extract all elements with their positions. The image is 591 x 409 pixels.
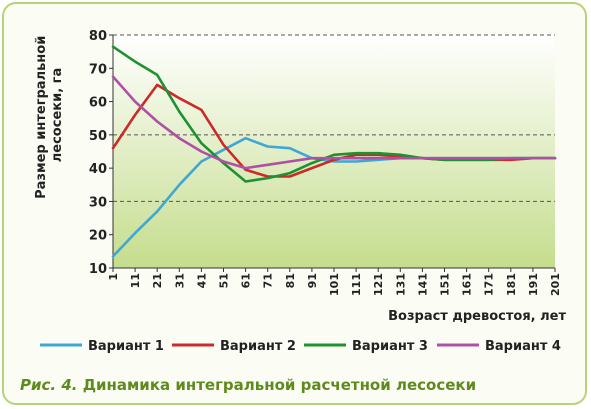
caption-prefix: Рис. 4. xyxy=(20,376,78,394)
x-tick-label: 131 xyxy=(394,273,407,296)
x-tick-label: 161 xyxy=(461,273,474,296)
x-tick-label: 81 xyxy=(284,273,297,288)
x-axis-label: Возраст древостоя, лет xyxy=(388,309,566,324)
x-tick-label: 51 xyxy=(218,273,231,288)
x-tick-label: 151 xyxy=(439,273,452,296)
y-tick-label: 20 xyxy=(89,229,107,244)
x-tick-label: 201 xyxy=(549,273,562,296)
legend-label-variant-1: Вариант 1 xyxy=(88,339,164,354)
x-tick-label: 31 xyxy=(173,273,186,288)
x-tick-label: 141 xyxy=(416,273,429,296)
legend-label-variant-3: Вариант 3 xyxy=(352,339,428,354)
x-tick-label: 61 xyxy=(240,273,253,288)
legend-label-variant-2: Вариант 2 xyxy=(220,339,296,354)
caption-text: Динамика интегральной расчетной лесосеки xyxy=(82,376,477,394)
x-tick-label: 101 xyxy=(328,273,341,296)
x-tick-label: 191 xyxy=(527,273,540,296)
y-tick-label: 40 xyxy=(89,162,107,177)
x-tick-label: 41 xyxy=(195,273,208,288)
y-tick-label: 60 xyxy=(89,96,107,111)
y-tick-label: 50 xyxy=(89,129,107,144)
x-tick-label: 11 xyxy=(129,273,142,288)
y-tick-label: 70 xyxy=(89,62,107,77)
y-tick-label: 80 xyxy=(89,29,107,44)
x-tick-label: 1 xyxy=(107,273,120,281)
x-tick-label: 21 xyxy=(151,273,164,288)
x-tick-label: 171 xyxy=(483,273,496,296)
y-tick-label: 10 xyxy=(89,262,107,277)
y-axis-label-line-2: лесосеки, га xyxy=(50,68,65,162)
series-line-variant-3 xyxy=(111,45,557,183)
series-line-variant-4 xyxy=(111,75,557,170)
legend-label-variant-4: Вариант 4 xyxy=(485,339,561,354)
x-tick-label: 71 xyxy=(262,273,275,288)
y-axis-label: Размер интегральной лесосеки, га xyxy=(34,31,65,199)
x-tick-label: 121 xyxy=(372,273,385,296)
x-tick-label: 111 xyxy=(350,273,363,296)
plot-area xyxy=(113,35,555,268)
y-axis-label-line-1: Размер интегральной xyxy=(34,36,49,199)
y-tick-label: 30 xyxy=(89,195,107,210)
x-tick-label: 181 xyxy=(505,273,518,296)
x-tick-label: 91 xyxy=(306,273,319,288)
figure-caption: Рис. 4. Динамика интегральной расчетной … xyxy=(20,376,476,394)
